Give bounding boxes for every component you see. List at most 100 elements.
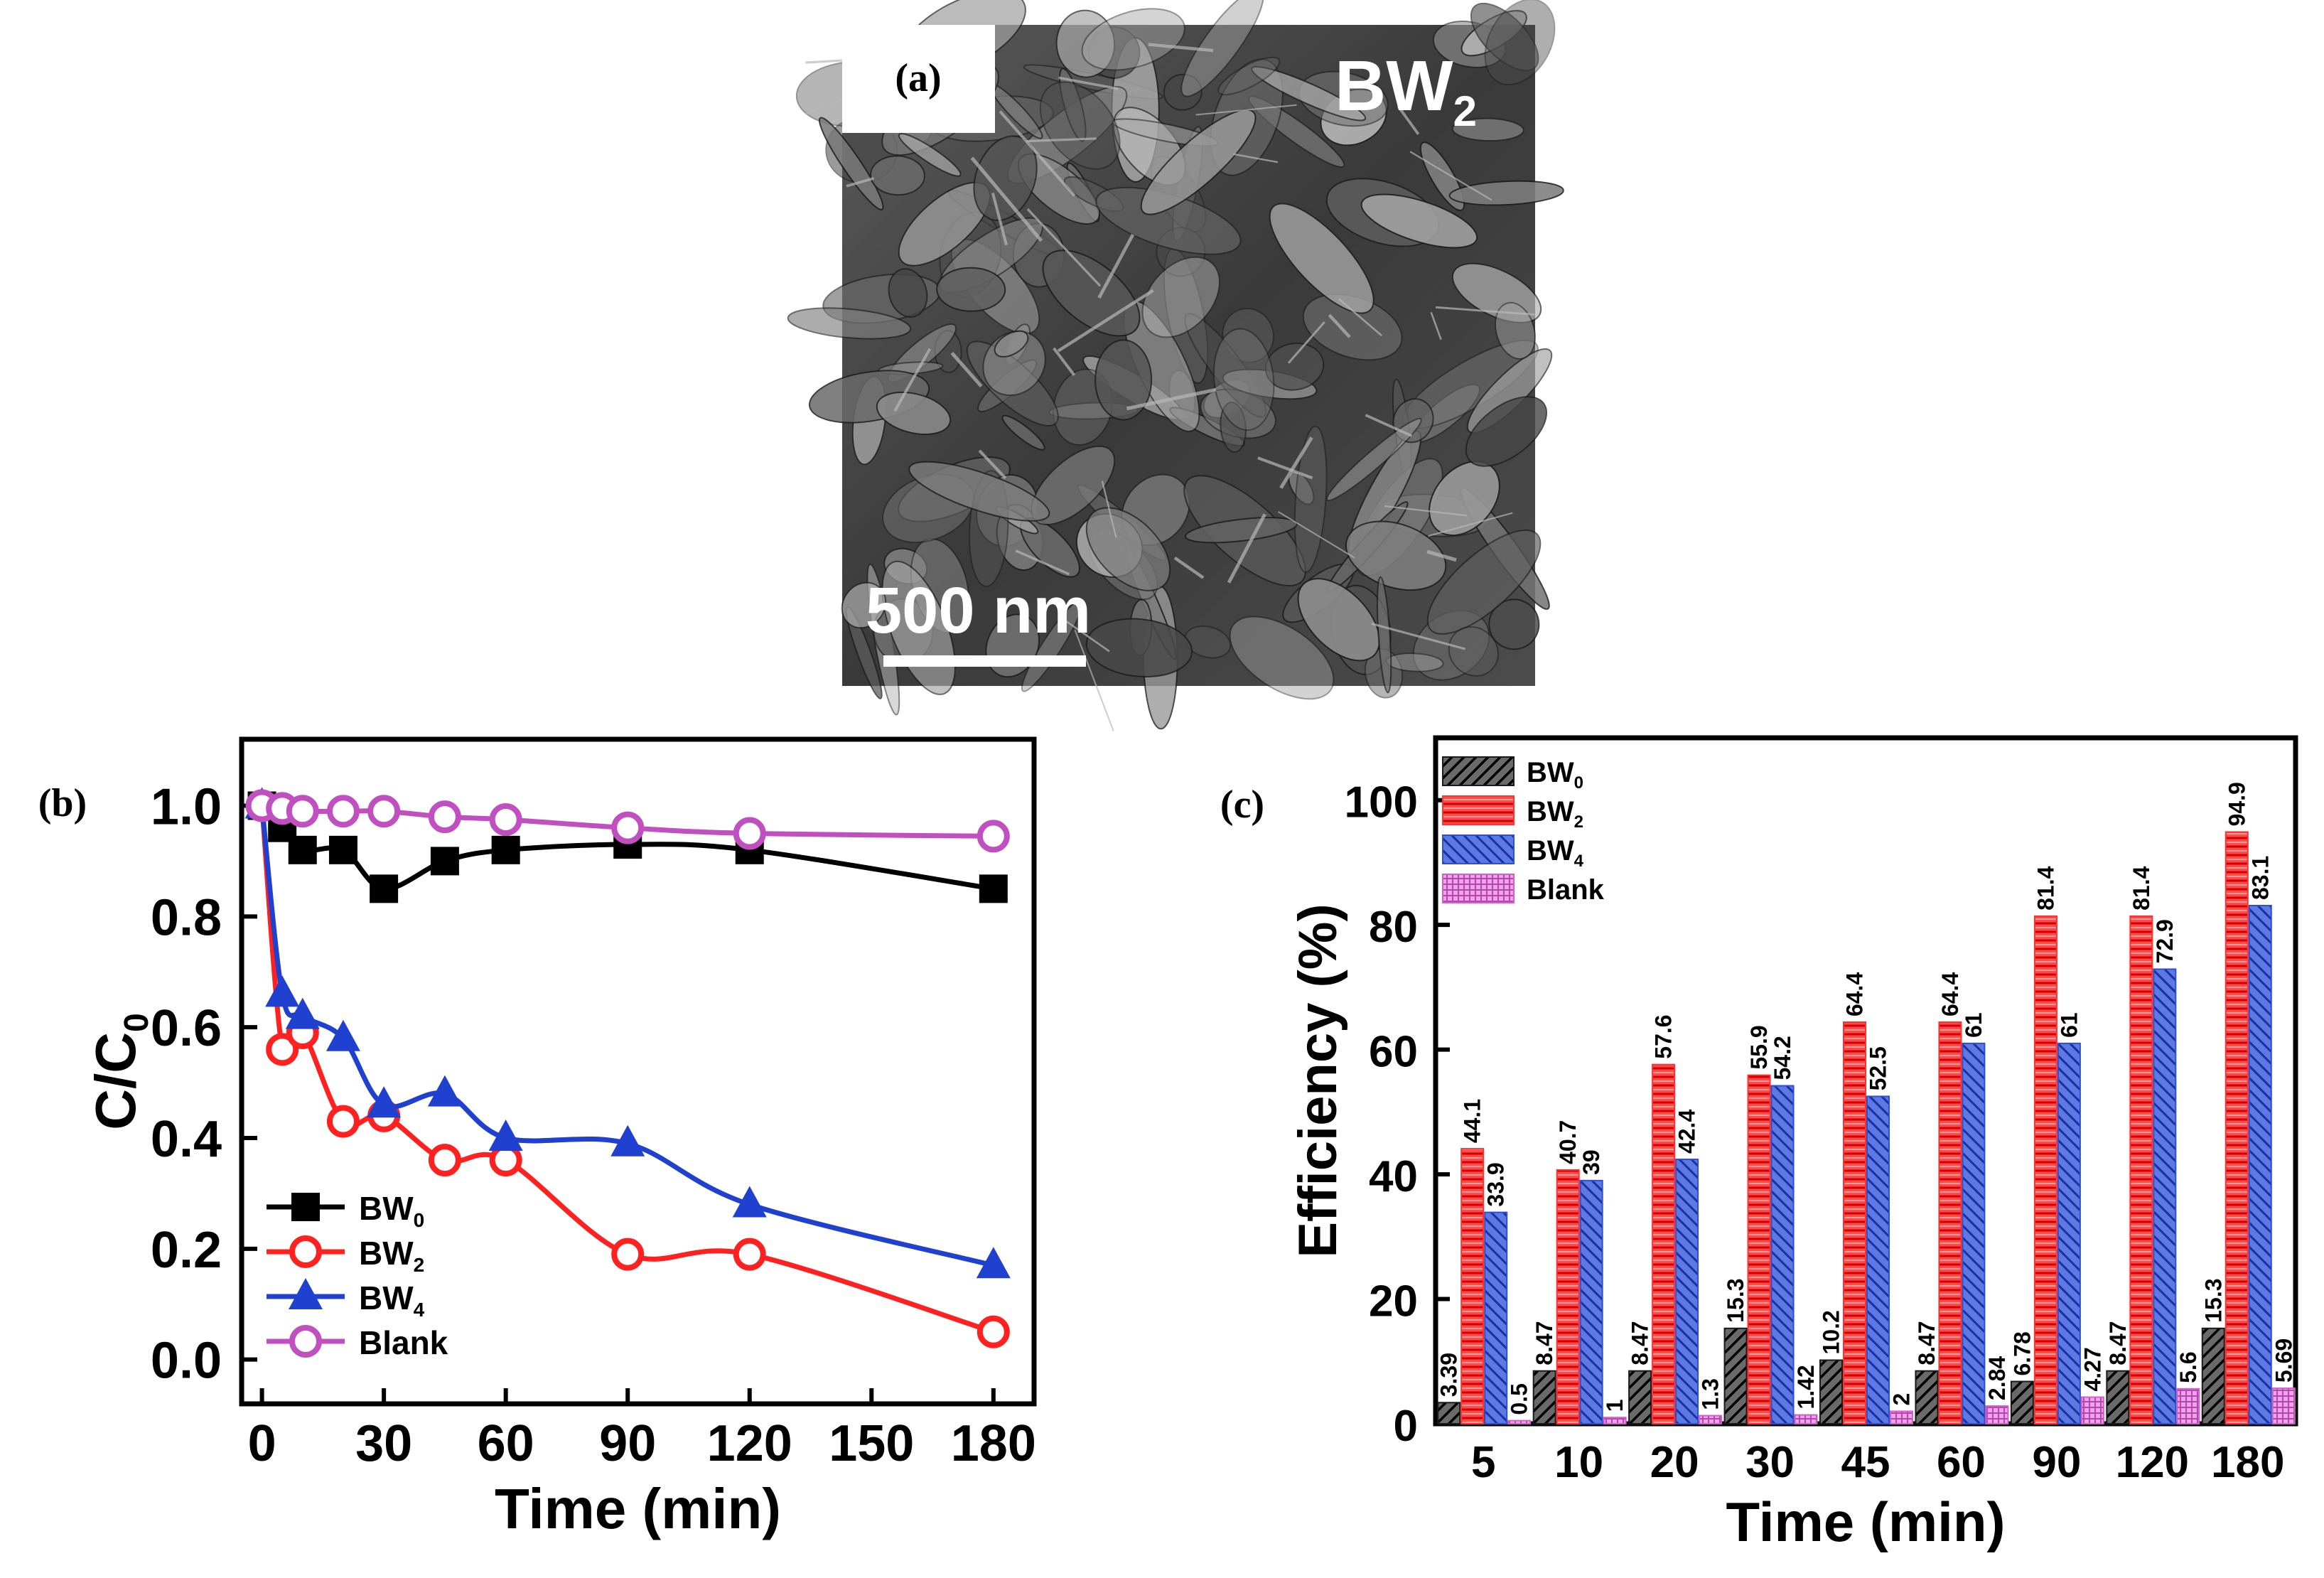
bar-value-label-c: 54.2 [1770, 1036, 1795, 1080]
marker-triangle [367, 1086, 402, 1118]
x-tick-label-c: 45 [1841, 1438, 1890, 1487]
x-tick-label-c: 30 [1745, 1438, 1795, 1487]
sem-flake [994, 330, 1029, 358]
bar-c [1579, 1179, 1603, 1424]
sem-flake [1470, 2, 1539, 72]
bar-value-label-c: 3.39 [1436, 1353, 1462, 1397]
sem-rod [1371, 623, 1466, 650]
sem-flake [1345, 520, 1447, 591]
x-tick-label-c: 90 [2032, 1438, 2081, 1487]
legend-label-c: BW0 [1527, 757, 1583, 793]
sem-flake [1021, 599, 1083, 692]
sem-rod [1074, 630, 1114, 731]
legend-label-b-main: BW [359, 1279, 414, 1316]
bar-value-label-c: 81.4 [2033, 866, 2058, 910]
panel-a-label-box [842, 25, 995, 133]
sem-rod [1148, 43, 1214, 53]
marker-circle [289, 1325, 322, 1358]
sem-rod [1257, 456, 1313, 480]
bar-c [2033, 915, 2057, 1424]
legend-label-b-main: BW [359, 1235, 414, 1272]
sem-rod [1338, 298, 1383, 337]
bar-value-label-c: 8.47 [2105, 1321, 2131, 1365]
plot-frame-b [239, 736, 1037, 1407]
x-tick-label-c: 10 [1554, 1438, 1603, 1487]
sem-rod [1409, 151, 1492, 201]
marker-triangle [427, 1075, 462, 1107]
sem-rod [950, 351, 983, 387]
marker-triangle [289, 1278, 323, 1309]
y-axis-label-c: Efficiency (%) [1288, 903, 1348, 1257]
bar-value-label-c: 4.27 [2080, 1347, 2105, 1391]
marker-circle [266, 1033, 299, 1066]
marker-circle [611, 1238, 645, 1271]
bar-c [2176, 1388, 2200, 1424]
marker-circle [733, 1238, 766, 1271]
marker-square [291, 1193, 320, 1221]
sem-flake [870, 155, 925, 196]
sem-rod [893, 348, 932, 412]
sem-flake [1251, 65, 1367, 122]
x-tick-label-b: 120 [707, 1415, 792, 1472]
sem-rod [1426, 549, 1457, 562]
legend-swatch-c [1442, 834, 1515, 864]
marker-square [979, 874, 1008, 903]
panel-c-label: (c) [1220, 783, 1264, 827]
x-axis-label-b: Time (min) [495, 1477, 781, 1540]
sem-rod [970, 156, 1043, 242]
bar-value-label-c: 64.4 [1937, 972, 1963, 1016]
x-tick-label-c: 120 [2116, 1438, 2189, 1487]
bar-value-label-c: 2.84 [1984, 1356, 2010, 1400]
bar-value-label-c: 1 [1602, 1399, 1628, 1412]
bar-c [1819, 1359, 1843, 1425]
x-tick-label-b: 150 [829, 1415, 914, 1472]
bar-c [1890, 1410, 1913, 1425]
bar-value-label-c: 42.4 [1674, 1110, 1700, 1154]
bar-c [1699, 1415, 1723, 1425]
sem-rod [846, 177, 875, 188]
sem-flake [1376, 576, 1392, 694]
y-axis-label-b-main: C/C [84, 1032, 147, 1130]
sem-flake [819, 117, 884, 211]
x-tick-label-b: 30 [355, 1415, 412, 1472]
sem-flake [1085, 507, 1171, 591]
x-axis-label-c: Time (min) [1726, 1491, 2006, 1553]
sem-flake [1085, 618, 1193, 678]
bar-value-label-c: 2 [1889, 1393, 1915, 1406]
sem-flake [1039, 81, 1121, 170]
bar-c [2106, 1370, 2130, 1424]
sem-flake [1163, 73, 1203, 111]
y-tick-label-c: 0 [1394, 1402, 1418, 1451]
sem-flake [1448, 180, 1564, 206]
y-tick-label-c: 40 [1369, 1152, 1418, 1201]
legend-label-b: BW4 [359, 1279, 425, 1321]
sem-flake [1001, 414, 1045, 451]
legend-label-b: BW0 [359, 1190, 424, 1231]
sem-rod [1058, 76, 1119, 90]
y-tick-label-b: 0.6 [151, 1000, 222, 1057]
bar-c [2129, 915, 2153, 1424]
legend-label-c-subscript: 4 [1574, 852, 1584, 871]
bar-value-label-c: 15.3 [2200, 1278, 2226, 1322]
y-tick-label-b: 0.4 [151, 1111, 222, 1168]
bar-c [2225, 831, 2249, 1424]
sem-sample-subscript: 2 [1453, 87, 1477, 135]
sem-flake [898, 133, 962, 177]
bar-value-label-c: 57.6 [1651, 1014, 1677, 1058]
bar-c [1507, 1419, 1532, 1425]
marker-circle [286, 795, 319, 828]
bar-c [1460, 1148, 1485, 1424]
bar-value-label-c: 44.1 [1460, 1099, 1485, 1143]
sem-rod [1126, 387, 1217, 411]
bar-c [2153, 968, 2177, 1424]
bar-c [1843, 1021, 1866, 1424]
bar-value-label-c: 6.78 [2009, 1331, 2035, 1375]
sem-flake [1494, 301, 1537, 360]
marker-circle [977, 1315, 1010, 1348]
legend-label-b-subscript: 2 [414, 1254, 425, 1276]
panel-b: (b) 0.0 0.2 0.4 0.6 0.8 1.0 0 30 60 90 120 150 180 Ti… [38, 736, 1037, 1540]
bar-value-label-c: 40.7 [1555, 1120, 1581, 1164]
sem-rod [1430, 311, 1442, 340]
bar-value-label-c: 64.4 [1842, 972, 1868, 1016]
